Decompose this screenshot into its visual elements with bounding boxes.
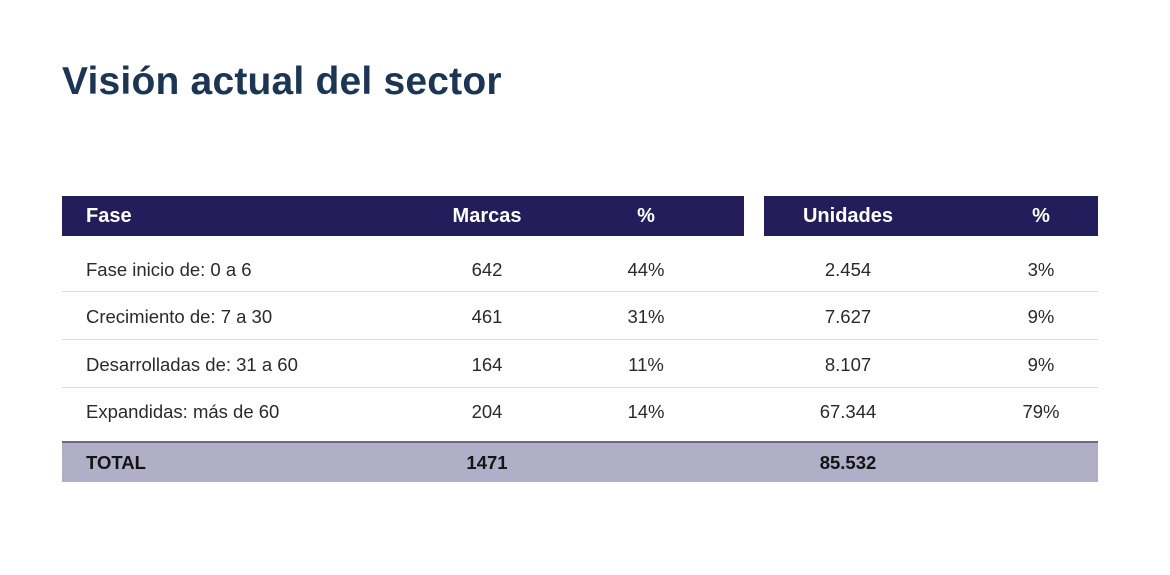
cell-fase: Fase inicio de: 0 a 6 (86, 259, 252, 280)
sector-table: Fase Marcas % Unidades % Fase inicio de:… (62, 196, 1098, 482)
total-row: TOTAL 1471 85.532 (62, 441, 1098, 482)
cell-fase: Desarrolladas de: 31 a 60 (86, 354, 298, 375)
table-row: Fase inicio de: 0 a 6 642 44% 2.454 3% (62, 236, 1098, 292)
header-fase: Fase (86, 205, 132, 227)
page-title: Visión actual del sector (62, 60, 502, 103)
table-row: Crecimiento de: 7 a 30 461 31% 7.627 9% (62, 292, 1098, 340)
cell-fase: Expandidas: más de 60 (86, 401, 280, 422)
header-block-unidades (764, 196, 1098, 236)
cell-fase: Crecimiento de: 7 a 30 (86, 306, 273, 327)
total-label: TOTAL (86, 452, 146, 473)
table-row: Desarrolladas de: 31 a 60 164 11% 8.107 … (62, 340, 1098, 388)
table-header: Fase Marcas % Unidades % (62, 196, 1098, 236)
header-block-marcas (62, 196, 744, 236)
table-row: Expandidas: más de 60 204 14% 67.344 79% (62, 388, 1098, 441)
